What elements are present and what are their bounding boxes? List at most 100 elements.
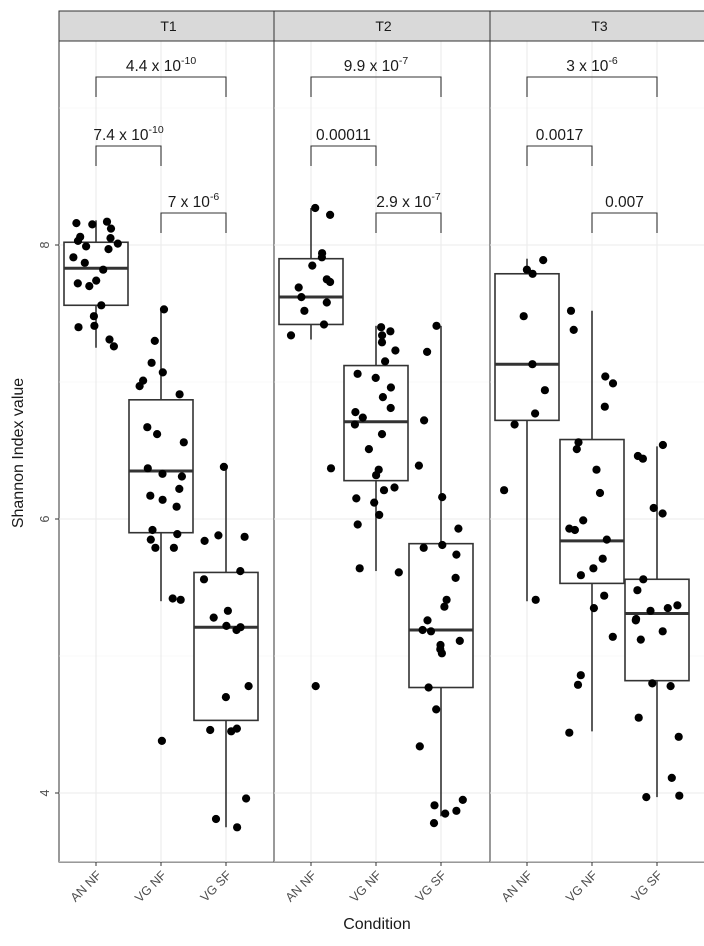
data-point <box>573 680 583 689</box>
x-axis-title: Condition <box>343 916 411 933</box>
data-point <box>579 516 588 525</box>
data-point <box>80 258 89 267</box>
data-point <box>377 323 386 332</box>
data-point <box>419 543 428 552</box>
data-point <box>415 742 424 751</box>
data-point <box>326 277 335 287</box>
data-point <box>148 525 157 535</box>
box-an-nf <box>494 256 560 604</box>
data-point <box>353 369 362 378</box>
x-tick-label: VG SF <box>413 868 450 905</box>
data-point <box>540 386 550 395</box>
data-point <box>539 256 548 265</box>
data-point <box>353 520 362 529</box>
comparison-bracket: 9.9 x 10-7 <box>310 55 442 97</box>
data-point <box>598 554 607 563</box>
x-tick-label: VG NF <box>132 868 169 905</box>
p-value-label: 0.007 <box>605 194 644 211</box>
data-point <box>531 409 540 418</box>
data-point <box>73 279 82 288</box>
data-point <box>420 416 429 425</box>
p-value-exponent: -7 <box>431 191 440 203</box>
y-axis: 4 6 8 <box>38 241 59 796</box>
facet-strip <box>273 10 494 42</box>
bracket-line <box>591 212 658 233</box>
bracket-line <box>526 76 658 97</box>
data-point <box>233 823 242 832</box>
data-point <box>168 594 177 603</box>
data-point <box>92 276 101 285</box>
data-point <box>143 464 152 473</box>
data-point <box>667 773 676 783</box>
data-point <box>90 321 99 330</box>
data-point <box>600 402 609 411</box>
data-point <box>658 627 667 636</box>
data-point <box>531 595 540 604</box>
data-point <box>151 543 160 552</box>
data-point <box>73 236 83 245</box>
data-point <box>175 390 184 399</box>
data-point <box>159 305 169 314</box>
data-point <box>377 338 387 347</box>
bracket-line <box>95 145 162 166</box>
data-point <box>199 575 209 584</box>
data-point <box>522 265 532 274</box>
data-point <box>634 713 643 722</box>
data-point <box>158 495 167 504</box>
data-point <box>206 725 215 735</box>
data-point <box>317 253 326 262</box>
data-point <box>592 465 601 474</box>
data-point <box>566 306 576 315</box>
box-iqr <box>559 438 625 585</box>
data-point <box>294 283 303 292</box>
p-value-exponent: -6 <box>608 55 617 67</box>
data-point <box>351 408 360 417</box>
data-point <box>308 261 317 270</box>
data-point <box>432 705 441 714</box>
data-point <box>452 550 461 559</box>
p-value-label: 0.00011 <box>316 127 371 144</box>
y-tick-label: 8 <box>38 241 52 248</box>
x-tick-label: AN NF <box>283 868 320 905</box>
data-point <box>300 306 309 315</box>
p-value-base: 7 x 10 <box>168 194 211 211</box>
data-point <box>646 606 655 615</box>
data-point <box>172 502 181 511</box>
box-an-nf <box>278 203 344 691</box>
data-point <box>414 461 423 470</box>
data-point <box>158 368 167 377</box>
box-iqr <box>408 542 474 689</box>
box-iqr <box>624 578 690 682</box>
data-point <box>179 438 188 447</box>
data-point <box>386 383 395 392</box>
p-value-base: 4.4 x 10 <box>126 58 182 75</box>
data-point <box>642 793 651 802</box>
data-point <box>379 486 389 495</box>
data-point <box>648 679 657 688</box>
data-point <box>236 567 245 576</box>
data-point <box>528 269 537 278</box>
box-vg-nf <box>343 323 409 577</box>
facet-panel-t3: T3 AN NF VG NF VG SF 3 x 10-6 0.0017 0.007 <box>489 10 704 905</box>
data-point <box>663 604 672 613</box>
data-point <box>143 423 152 432</box>
data-point <box>175 484 184 493</box>
data-point <box>458 795 467 805</box>
data-point <box>69 253 78 262</box>
data-point <box>424 683 433 692</box>
data-point <box>440 602 449 611</box>
data-point <box>673 601 682 610</box>
data-point <box>209 613 218 622</box>
bracket-line <box>526 145 593 166</box>
data-point <box>602 535 611 544</box>
data-point <box>589 564 598 573</box>
box-iqr <box>63 241 129 307</box>
data-point <box>113 239 122 248</box>
data-point <box>227 727 236 736</box>
p-value-exponent: -10 <box>148 124 163 136</box>
data-point <box>510 420 519 429</box>
y-tick-label: 6 <box>38 515 52 522</box>
